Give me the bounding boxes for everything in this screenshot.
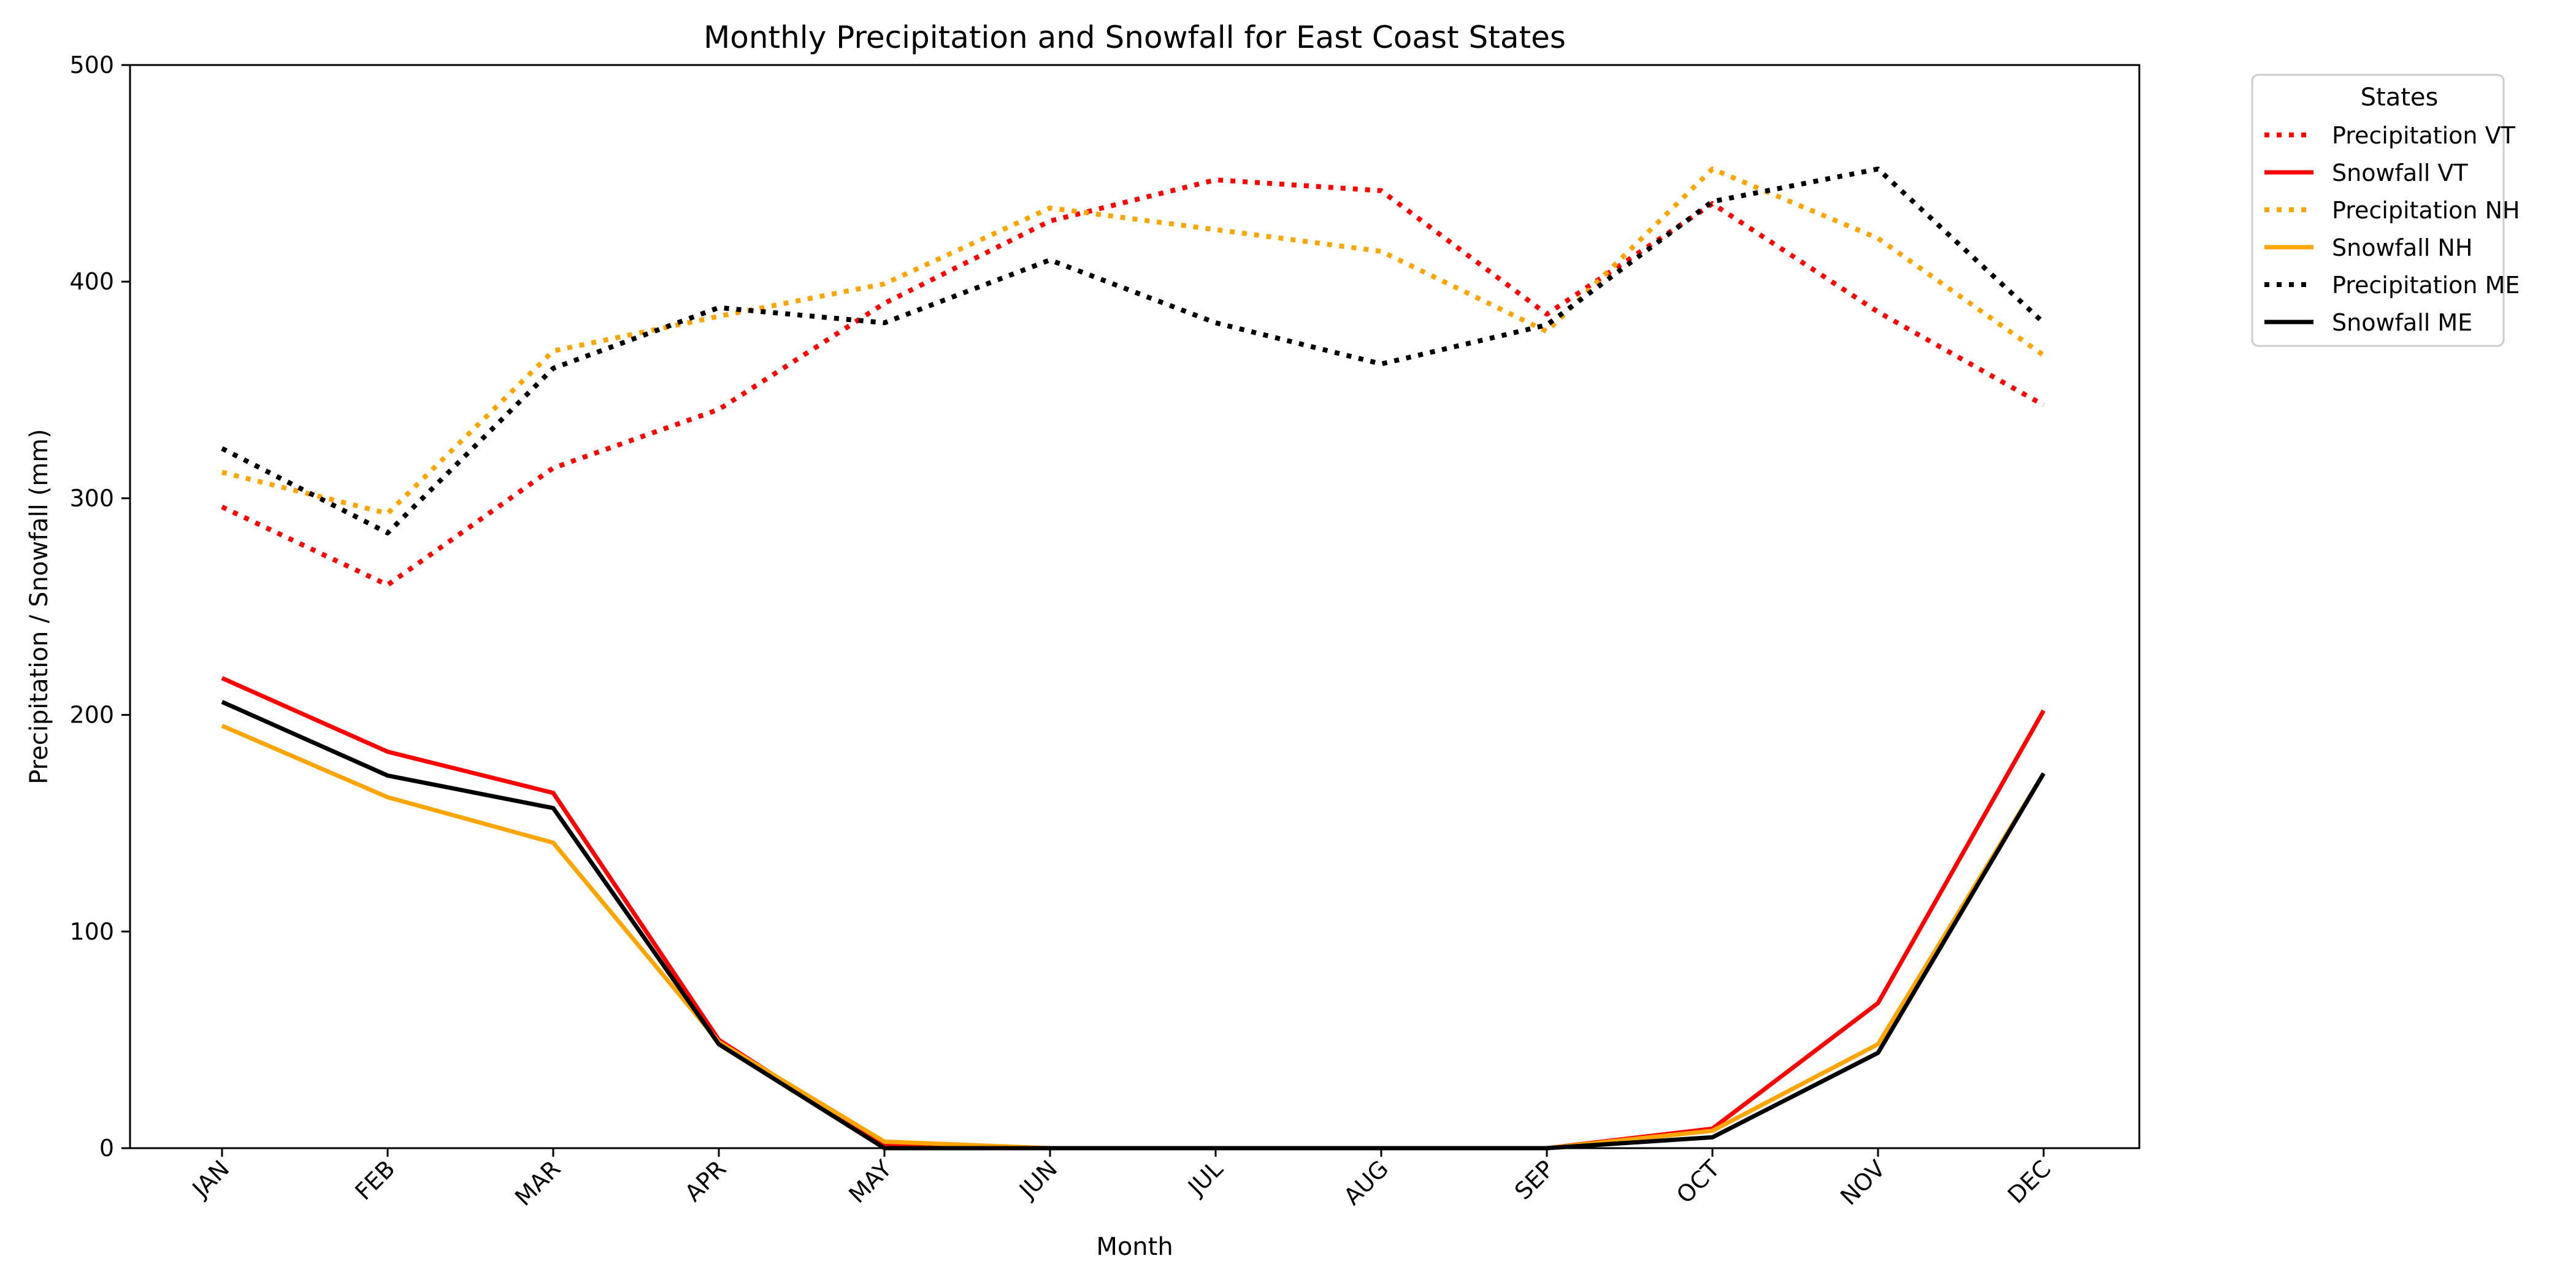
y-tick-label: 200 xyxy=(69,702,114,729)
x-axis-label: Month xyxy=(1096,1233,1173,1261)
y-tick-label: 0 xyxy=(99,1135,114,1162)
legend-item-precipitation-vt: Precipitation VT xyxy=(2264,122,2516,149)
x-tick-label: MAY xyxy=(843,1155,897,1209)
legend-items: Precipitation VT Snowfall VT Precipitation… xyxy=(2264,122,2520,336)
legend-label: Snowfall ME xyxy=(2332,309,2472,336)
series-line-precipitation-vt xyxy=(221,177,2045,588)
legend-item-snowfall-me: Snowfall ME xyxy=(2264,309,2472,336)
x-tick-label: AUG xyxy=(1338,1155,1393,1210)
legend-title: States xyxy=(2361,83,2439,112)
legend-item-precipitation-nh: Precipitation NH xyxy=(2264,197,2520,224)
legend-item-snowfall-nh: Snowfall NH xyxy=(2264,234,2472,261)
series-line-precipitation-me xyxy=(221,166,2045,535)
series-layer xyxy=(221,166,2046,1151)
x-tick-label: OCT xyxy=(1671,1155,1725,1209)
y-axis-label: Precipitation / Snowfall (mm) xyxy=(25,429,53,784)
x-tick-label: JUN xyxy=(1013,1155,1062,1204)
x-tick-label: SEP xyxy=(1509,1155,1559,1205)
x-tick-label: FEB xyxy=(350,1155,400,1205)
x-axis: JAN FEB MAR APR MAY JUN JUL AUG SEP OCT NOV DEC xyxy=(186,1148,2056,1211)
y-tick-label: 300 xyxy=(69,485,114,512)
legend-item-precipitation-me: Precipitation ME xyxy=(2264,272,2520,299)
legend-label: Precipitation NH xyxy=(2332,197,2520,224)
x-tick-label: NOV xyxy=(1835,1155,1890,1210)
legend-label: Precipitation ME xyxy=(2332,272,2520,299)
series-line-snowfall-me xyxy=(221,700,2046,1151)
legend-label: Precipitation VT xyxy=(2332,122,2516,149)
legend-label: Snowfall NH xyxy=(2332,234,2472,261)
plot-frame xyxy=(129,64,2141,1149)
x-tick-label: APR xyxy=(680,1155,731,1206)
x-tick-label: MAR xyxy=(510,1155,565,1211)
y-tick-label: 400 xyxy=(69,268,114,295)
series-line-precipitation-nh xyxy=(221,166,2045,516)
y-axis: 0 100 200 300 400 500 xyxy=(69,52,130,1162)
legend-label: Snowfall VT xyxy=(2332,159,2468,186)
legend-item-snowfall-vt: Snowfall VT xyxy=(2264,159,2468,186)
legend-frame xyxy=(2251,74,2505,347)
y-tick-label: 500 xyxy=(69,52,114,79)
x-tick-label: JAN xyxy=(186,1155,234,1203)
x-tick-label: DEC xyxy=(2003,1155,2057,1209)
x-tick-label: JUL xyxy=(1182,1155,1228,1201)
chart-title: Monthly Precipitation and Snowfall for E… xyxy=(703,20,1566,55)
y-tick-label: 100 xyxy=(69,918,114,945)
series-line-snowfall-vt xyxy=(221,676,2046,1151)
